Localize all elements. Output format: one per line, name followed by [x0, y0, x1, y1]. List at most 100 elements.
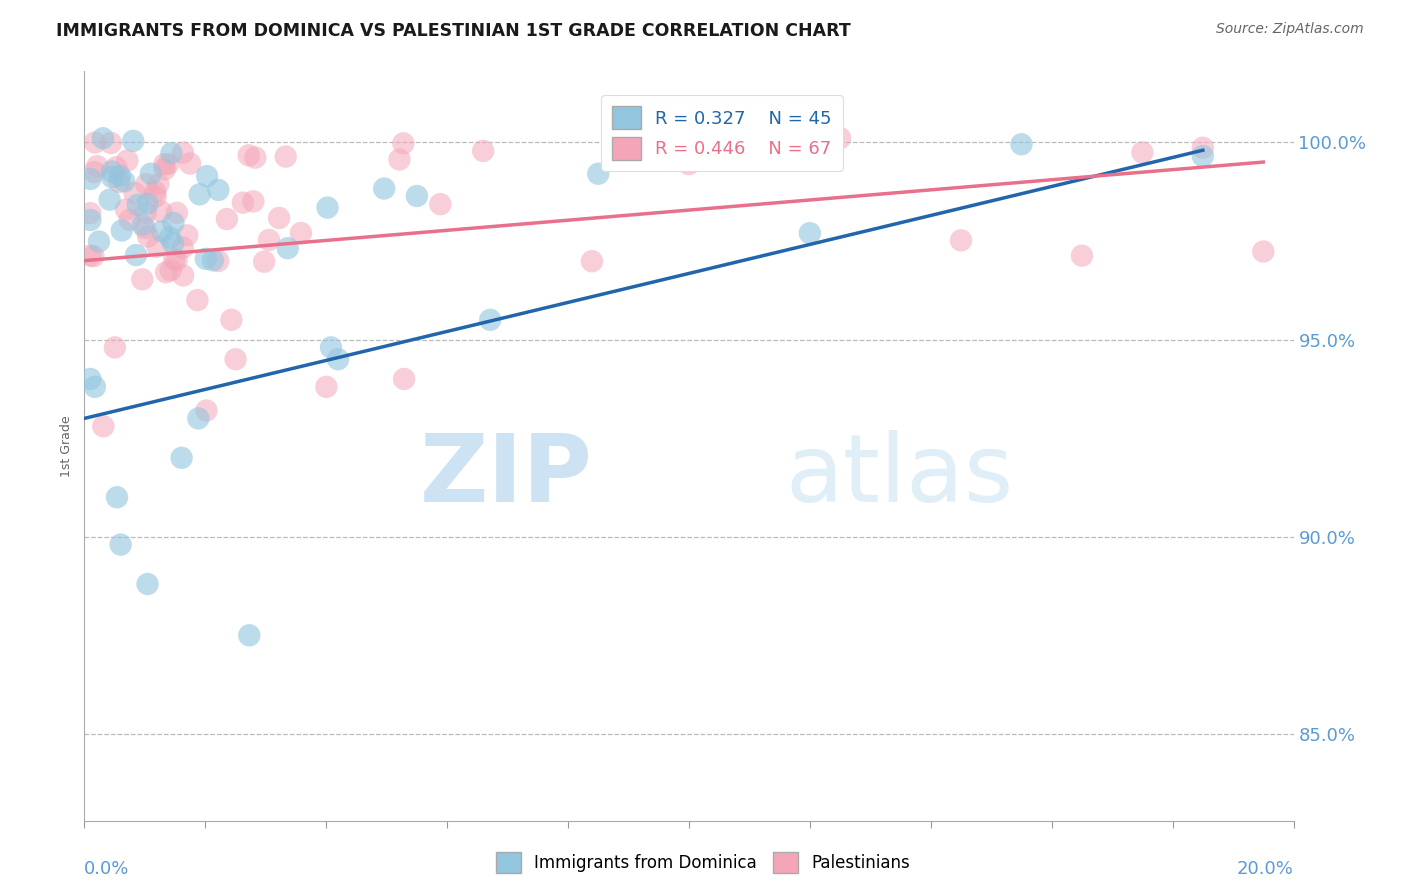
Point — [83, 165, 105, 179]
Point — [588, 167, 610, 181]
Point — [115, 202, 138, 217]
Text: atlas: atlas — [786, 430, 1014, 522]
Point — [1011, 137, 1033, 152]
Point — [98, 193, 121, 207]
Point — [110, 538, 132, 552]
Point — [91, 131, 114, 145]
Point — [124, 186, 146, 200]
Point — [79, 372, 101, 386]
Point — [388, 153, 411, 167]
Text: 20.0%: 20.0% — [1237, 860, 1294, 878]
Point — [108, 169, 131, 183]
Point — [150, 224, 173, 238]
Point — [82, 249, 104, 263]
Point — [315, 380, 337, 394]
Point — [1130, 145, 1153, 160]
Point — [326, 352, 349, 367]
Point — [472, 144, 495, 158]
Point — [162, 236, 184, 251]
Point — [176, 228, 198, 243]
Point — [195, 403, 218, 417]
Point — [172, 145, 194, 160]
Point — [232, 195, 254, 210]
Point — [277, 241, 299, 255]
Point — [84, 136, 107, 150]
Text: Source: ZipAtlas.com: Source: ZipAtlas.com — [1216, 22, 1364, 37]
Point — [118, 212, 141, 227]
Point — [316, 201, 339, 215]
Point — [79, 249, 101, 263]
Point — [79, 172, 101, 186]
Point — [257, 233, 280, 247]
Point — [143, 185, 166, 199]
Point — [153, 162, 176, 177]
Legend: R = 0.327    N = 45, R = 0.446    N = 67: R = 0.327 N = 45, R = 0.446 N = 67 — [602, 95, 842, 170]
Point — [136, 577, 159, 591]
Point — [86, 159, 108, 173]
Point — [429, 197, 451, 211]
Point — [100, 164, 122, 178]
Point — [678, 157, 700, 171]
Point — [131, 272, 153, 286]
Point — [830, 131, 852, 145]
Point — [1071, 249, 1094, 263]
Point — [238, 148, 260, 162]
Point — [290, 226, 312, 240]
Point — [392, 372, 415, 386]
Point — [159, 230, 181, 244]
Point — [392, 136, 415, 151]
Point — [125, 248, 148, 262]
Point — [172, 241, 194, 255]
Point — [135, 178, 157, 192]
Point — [166, 253, 188, 268]
Text: ZIP: ZIP — [419, 430, 592, 522]
Point — [195, 169, 218, 183]
Point — [186, 293, 208, 307]
Point — [104, 340, 127, 354]
Point — [111, 223, 134, 237]
Point — [207, 254, 229, 268]
Point — [159, 263, 181, 277]
Text: IMMIGRANTS FROM DOMINICA VS PALESTINIAN 1ST GRADE CORRELATION CHART: IMMIGRANTS FROM DOMINICA VS PALESTINIAN … — [56, 22, 851, 40]
Point — [373, 181, 395, 195]
Point — [136, 229, 159, 244]
Point — [108, 175, 131, 189]
Point — [105, 490, 128, 504]
Point — [187, 411, 209, 425]
Point — [245, 151, 267, 165]
Text: 0.0%: 0.0% — [84, 860, 129, 878]
Point — [79, 206, 101, 220]
Point — [274, 150, 297, 164]
Point — [242, 194, 264, 209]
Point — [87, 235, 110, 249]
Point — [145, 189, 167, 203]
Point — [194, 252, 217, 266]
Point — [406, 189, 429, 203]
Point — [134, 221, 156, 235]
Point — [267, 211, 290, 225]
Point — [148, 177, 170, 191]
Point — [581, 254, 603, 268]
Point — [93, 419, 115, 434]
Point — [132, 218, 155, 232]
Point — [146, 240, 169, 254]
Point — [1192, 149, 1215, 163]
Point — [221, 313, 243, 327]
Point — [172, 268, 194, 283]
Point — [136, 196, 159, 211]
Point — [101, 170, 124, 185]
Point — [117, 153, 139, 168]
Point — [155, 265, 177, 279]
Point — [238, 628, 260, 642]
Point — [139, 167, 162, 181]
Point — [112, 174, 135, 188]
Point — [1253, 244, 1275, 259]
Point — [179, 156, 201, 170]
Point — [319, 340, 342, 354]
Point — [188, 187, 211, 202]
Point — [122, 134, 145, 148]
Point — [150, 204, 173, 219]
Point — [100, 136, 122, 150]
Point — [127, 198, 149, 212]
Point — [950, 233, 973, 247]
